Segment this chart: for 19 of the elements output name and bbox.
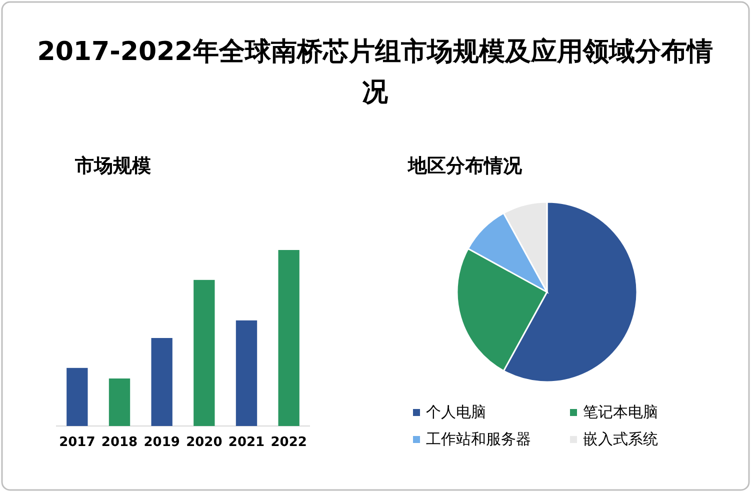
x-tick-label: 2018: [101, 435, 138, 450]
x-tick-label: 2020: [186, 435, 222, 450]
chart-title: 地区分布情况: [407, 155, 523, 177]
x-tick-label: 2017: [59, 435, 96, 450]
x-tick-label: 2021: [228, 435, 265, 450]
bar: [66, 368, 88, 426]
bar: [236, 320, 258, 426]
bar: [108, 378, 130, 426]
x-tick-label: 2022: [270, 435, 307, 450]
legend-label: 个人电脑: [426, 403, 486, 421]
x-tick-label: 2019: [144, 435, 180, 450]
legend-label: 嵌入式系统: [583, 430, 658, 448]
text: 2017-2022年全球南桥芯片组市场规模及应用领域分布情况: [37, 37, 713, 108]
bar: [278, 250, 300, 426]
bar: [151, 338, 172, 426]
legend-label: 笔记本电脑: [583, 403, 658, 421]
bar: [194, 280, 215, 426]
legend-label: 工作站和服务器: [426, 430, 531, 448]
chart-subtitle: 市场规模: [74, 155, 151, 177]
